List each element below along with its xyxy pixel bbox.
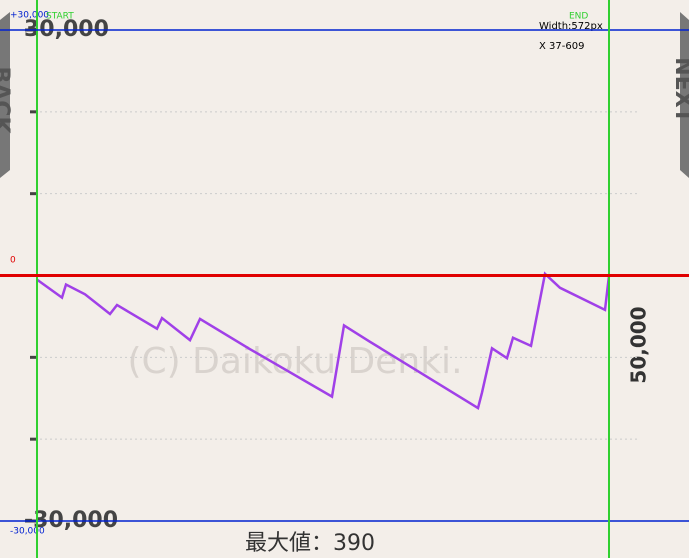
data-line — [36, 271, 611, 411]
back-arrow[interactable] — [0, 12, 10, 178]
next-arrow[interactable] — [680, 12, 689, 178]
overlay-width: Width:572px — [539, 21, 603, 32]
overlay-x-range: X 37-609 — [539, 41, 584, 52]
overlay-top-label: +30,000 — [10, 11, 49, 21]
overlay-end: END — [569, 12, 588, 22]
overlay-bottom-label: -30,000 — [10, 527, 45, 537]
max-label: 最大値：390 — [245, 531, 375, 556]
overlay-zero: 0 — [10, 256, 16, 266]
right-label: 50,000 — [627, 306, 651, 383]
next-button[interactable]: NEXT — [670, 57, 689, 122]
back-button[interactable]: BACK — [0, 67, 13, 135]
overlay-start: START — [46, 12, 74, 22]
